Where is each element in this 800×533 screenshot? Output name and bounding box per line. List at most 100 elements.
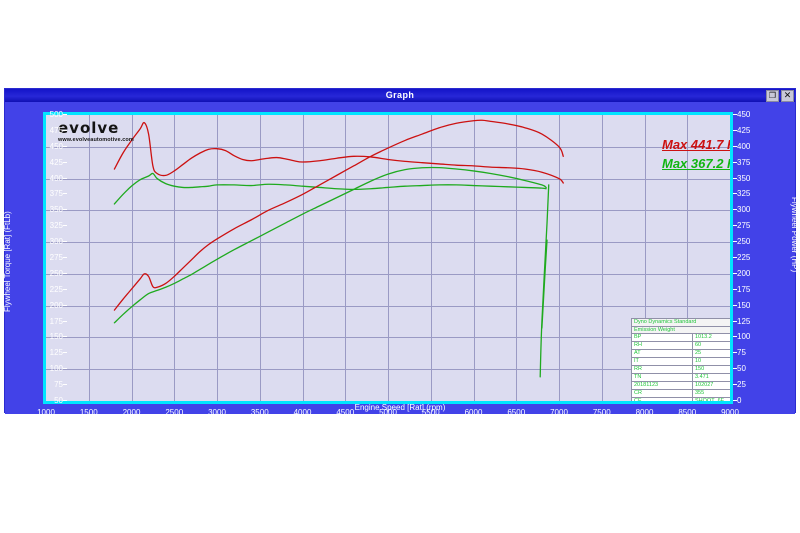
window-titlebar[interactable]: Graph ❐ ✕ bbox=[5, 89, 795, 102]
info-row-key: CR bbox=[632, 390, 693, 397]
info-row-value: 25 bbox=[695, 350, 702, 356]
max-power-green-label: Max 367.2 HP bbox=[662, 156, 730, 171]
y-tick-right: 150 bbox=[733, 301, 777, 310]
info-row-value: 355 bbox=[695, 390, 705, 396]
x-axis-title: Engine Speed [Rat] (rpm) bbox=[354, 403, 446, 412]
y-tick-left: 450 bbox=[23, 142, 67, 151]
y-tick-right: 25 bbox=[733, 381, 777, 389]
info-row-value: 1013.2 bbox=[695, 334, 712, 340]
restore-button[interactable]: ❐ bbox=[766, 89, 779, 102]
y-tick-right: 225 bbox=[733, 254, 777, 262]
x-tick: 6000 bbox=[464, 408, 483, 417]
window-title: Graph bbox=[385, 90, 415, 100]
graph-window: Graph ❐ ✕ Flywheel Torque [Rat] (FtLb) F… bbox=[3, 88, 799, 417]
y-tick-right: 275 bbox=[733, 222, 777, 230]
info-row-key: RR bbox=[632, 366, 693, 373]
x-tick: 9000 bbox=[721, 408, 739, 417]
y-tick-left: 425 bbox=[23, 158, 67, 167]
x-tick: 8000 bbox=[635, 408, 654, 417]
y-tick-right: 375 bbox=[733, 158, 777, 167]
y-tick-left: 250 bbox=[23, 269, 67, 278]
info-table-row: CR 355 bbox=[632, 390, 730, 398]
y-tick-left: 175 bbox=[23, 317, 67, 326]
info-row-value: 102027 bbox=[695, 382, 714, 388]
logo-wordmark: evolve bbox=[58, 119, 120, 137]
info-table-header-line2: Emission Weight bbox=[632, 326, 730, 334]
y-tick-left: 350 bbox=[23, 206, 67, 214]
info-row-value: 60 bbox=[695, 342, 702, 348]
y-tick-right: 200 bbox=[733, 269, 777, 278]
info-table-row: AT 25 bbox=[632, 350, 730, 358]
x-tick: 7500 bbox=[592, 408, 611, 417]
x-tick: 2500 bbox=[165, 408, 184, 417]
info-row-value: 150 bbox=[695, 366, 705, 372]
info-row-key: AT bbox=[632, 350, 693, 357]
curve-1 bbox=[113, 172, 547, 205]
y-tick-left: 150 bbox=[23, 333, 67, 341]
info-row-value: SHOOT_6F bbox=[695, 398, 725, 401]
x-tick: 8500 bbox=[678, 408, 697, 417]
y-tick-right: 400 bbox=[733, 142, 777, 151]
info-table-row: IT 10 bbox=[632, 358, 730, 366]
info-row-key: RH bbox=[632, 342, 693, 349]
window-controls: ❐ ✕ bbox=[766, 89, 794, 102]
y-tick-left: 125 bbox=[23, 349, 67, 357]
max-power-red-label: Max 441.7 HP bbox=[662, 137, 730, 152]
y-tick-left: 400 bbox=[23, 174, 67, 183]
info-row-value: 3.471 bbox=[695, 374, 709, 380]
y-tick-left: 100 bbox=[23, 365, 67, 373]
y-tick-left: 225 bbox=[23, 285, 67, 294]
x-tick: 1000 bbox=[37, 408, 55, 417]
y-tick-left: 75 bbox=[23, 381, 67, 389]
info-table-row: CF SHOOT_6F bbox=[632, 398, 730, 401]
x-tick: 4000 bbox=[293, 408, 312, 417]
y-tick-right: 175 bbox=[733, 285, 777, 294]
info-table-row: RR 150 bbox=[632, 366, 730, 374]
y-tick-left: 325 bbox=[23, 222, 67, 230]
y-tick-right: 0 bbox=[733, 397, 777, 405]
y-tick-right: 50 bbox=[733, 365, 777, 373]
info-table-header-line1: Dyno Dynamics Standard bbox=[632, 319, 730, 327]
y-tick-right: 350 bbox=[733, 174, 777, 183]
info-row-key: IT bbox=[632, 358, 693, 365]
plot-area: evolve www.evolveautomotive.com Max 441.… bbox=[46, 115, 730, 401]
info-row-key: CF bbox=[632, 398, 693, 401]
info-table-row: RH 60 bbox=[632, 342, 730, 350]
info-row-key: BP bbox=[632, 334, 693, 341]
y-tick-right: 450 bbox=[733, 111, 777, 119]
y-tick-left: 375 bbox=[23, 190, 67, 198]
info-table-row: TN 3.471 bbox=[632, 374, 730, 382]
curve-3 bbox=[113, 166, 547, 324]
x-tick: 6500 bbox=[507, 408, 526, 417]
y-tick-right: 100 bbox=[733, 333, 777, 341]
chart-panel: Flywheel Torque [Rat] (FtLb) Flywheel Po… bbox=[3, 102, 799, 417]
curve-0 bbox=[113, 121, 564, 184]
y-tick-left: 300 bbox=[23, 238, 67, 246]
y-tick-left: 200 bbox=[23, 301, 67, 310]
y-tick-left: 500 bbox=[23, 111, 67, 119]
plot-frame: evolve www.evolveautomotive.com Max 441.… bbox=[43, 112, 733, 404]
close-button[interactable]: ✕ bbox=[781, 89, 794, 102]
y-tick-right: 325 bbox=[733, 190, 777, 198]
info-row-key: TN bbox=[632, 374, 693, 381]
logo-url: www.evolveautomotive.com bbox=[58, 137, 134, 143]
info-table-row: BP 1013.2 bbox=[632, 334, 730, 342]
x-tick: 7000 bbox=[550, 408, 568, 417]
y-tick-left: 50 bbox=[23, 397, 67, 405]
info-row-value: 10 bbox=[695, 358, 702, 364]
x-tick: 3500 bbox=[250, 408, 269, 417]
y-tick-right: 425 bbox=[733, 126, 777, 135]
y-tick-right: 75 bbox=[733, 349, 777, 357]
curve-2 bbox=[113, 119, 564, 311]
y-axis-right-title: Flywheel Power (HP) bbox=[790, 197, 799, 273]
x-tick: 1500 bbox=[79, 408, 98, 417]
info-table-rows: BP 1013.2 RH 60 AT 25 IT 10 RR 150 TN 3.471 20181123… bbox=[632, 334, 730, 401]
x-tick: 5000 bbox=[379, 408, 397, 417]
y-tick-right: 125 bbox=[733, 317, 777, 326]
y-tick-left: 275 bbox=[23, 254, 67, 262]
x-tick: 4500 bbox=[336, 408, 355, 417]
info-table-row: 20181123 102027 bbox=[632, 382, 730, 390]
dyno-info-table: Dyno Dynamics Standard Emission Weight B… bbox=[631, 318, 730, 401]
y-axis-left-title: Flywheel Torque [Rat] (FtLb) bbox=[3, 211, 12, 313]
